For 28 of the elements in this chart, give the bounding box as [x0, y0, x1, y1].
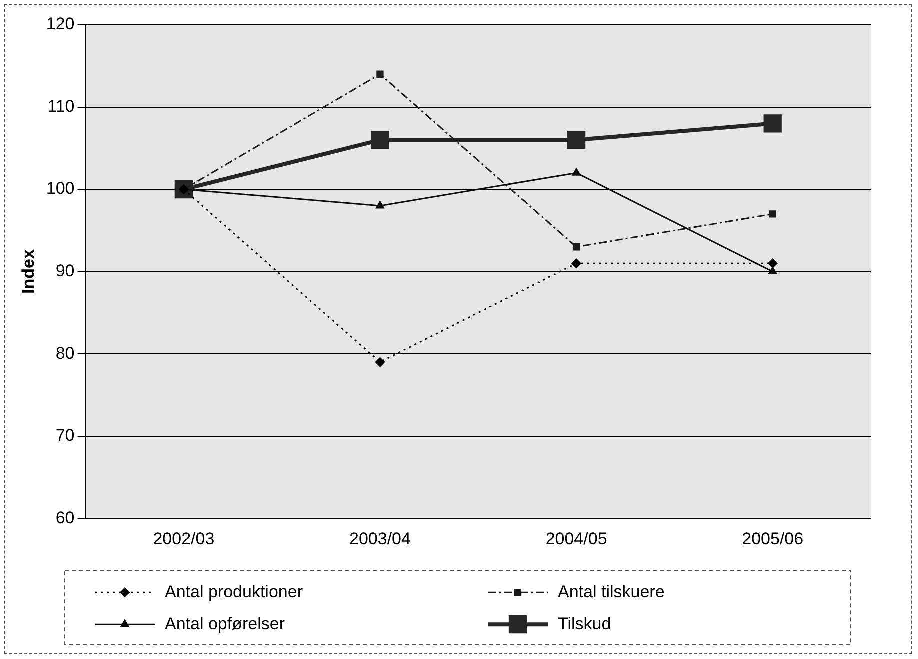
point	[371, 131, 390, 150]
point	[764, 114, 782, 133]
y-axis-title: Index	[18, 249, 38, 294]
y-tick-label: 70	[56, 426, 75, 446]
y-tick-label: 100	[46, 179, 75, 198]
x-tick-label: 2005/06	[742, 529, 804, 548]
point	[375, 358, 385, 368]
legend-label: Antal tilskuere	[558, 582, 665, 602]
y-tick-label: 80	[56, 344, 75, 363]
x-tick-label: 2002/03	[153, 529, 215, 548]
point	[769, 210, 776, 218]
point	[572, 168, 581, 176]
point	[376, 201, 384, 209]
y-tick-label: 90	[56, 261, 75, 280]
y-tick-label: 60	[56, 508, 75, 528]
x-tick-label: 2003/04	[350, 529, 411, 548]
point	[768, 267, 778, 275]
point	[572, 244, 580, 251]
legend-label: Tilskud	[558, 614, 612, 634]
point	[567, 131, 586, 150]
legend-label: Antal produktioner	[165, 582, 304, 602]
point	[572, 258, 582, 268]
legend-label: Antal opførelser	[165, 614, 286, 634]
y-tick-label: 120	[46, 14, 75, 34]
x-tick-label: 2004/05	[546, 529, 608, 548]
y-tick-label: 110	[48, 96, 75, 116]
point	[768, 258, 778, 268]
point	[376, 70, 384, 78]
